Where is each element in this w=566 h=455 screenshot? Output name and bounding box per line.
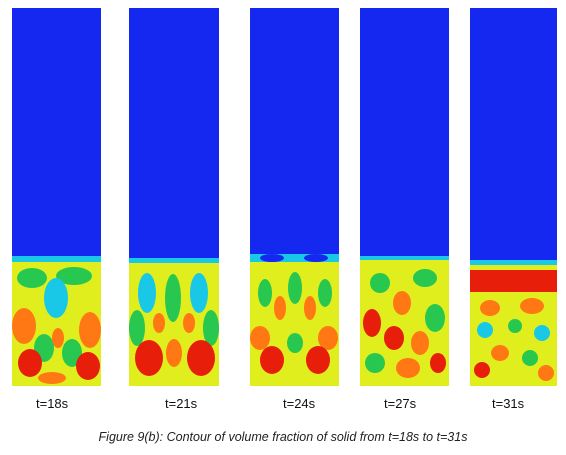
contour-panel-t31 bbox=[470, 8, 557, 386]
contour-plot-t24 bbox=[250, 8, 339, 386]
contour-plot-t27 bbox=[360, 8, 449, 386]
panel-label-t18: t=18s bbox=[36, 396, 69, 411]
panel-label-t24: t=24s bbox=[283, 396, 316, 411]
contour-panel-t24 bbox=[250, 8, 339, 386]
panel-label-t31: t=31s bbox=[492, 396, 525, 411]
contour-plot-t21 bbox=[129, 8, 219, 386]
contour-panel-t21 bbox=[129, 8, 219, 386]
figure-caption: Figure 9(b): Contour of volume fraction … bbox=[98, 430, 468, 444]
panel-label-t27: t=27s bbox=[384, 396, 417, 411]
panel-label-t21: t=21s bbox=[165, 396, 198, 411]
contour-plot-t18 bbox=[12, 8, 101, 386]
contour-panel-t27 bbox=[360, 8, 449, 386]
contour-plot-t31 bbox=[470, 8, 557, 386]
contour-panel-t18 bbox=[12, 8, 101, 386]
